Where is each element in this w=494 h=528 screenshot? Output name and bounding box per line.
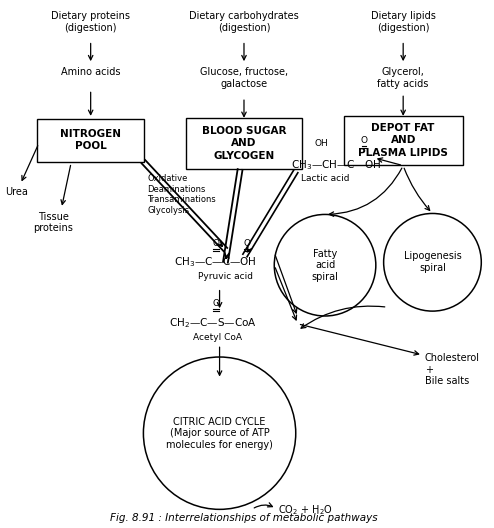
Text: CITRIC ACID CYCLE
(Major source of ATP
molecules for energy): CITRIC ACID CYCLE (Major source of ATP m…: [166, 417, 273, 450]
FancyBboxPatch shape: [186, 118, 302, 168]
Text: Acetyl CoA: Acetyl CoA: [193, 333, 242, 342]
Text: CH$_3$—C—C—OH: CH$_3$—C—C—OH: [174, 256, 256, 269]
Text: O: O: [212, 239, 219, 248]
Text: Cholesterol
+
Bile salts: Cholesterol + Bile salts: [425, 353, 480, 386]
Text: O: O: [244, 239, 250, 248]
FancyBboxPatch shape: [344, 116, 463, 165]
Text: NITROGEN
POOL: NITROGEN POOL: [60, 129, 121, 152]
Text: Glycerol,
fatty acids: Glycerol, fatty acids: [377, 67, 429, 89]
Text: Dietary lipids
(digestion): Dietary lipids (digestion): [370, 11, 436, 33]
Text: Amino acids: Amino acids: [61, 67, 121, 77]
Text: CO$_2$ + H$_2$O: CO$_2$ + H$_2$O: [278, 504, 333, 517]
Text: Dietary proteins
(digestion): Dietary proteins (digestion): [51, 11, 130, 33]
Text: O: O: [212, 299, 219, 308]
FancyBboxPatch shape: [37, 119, 144, 162]
Text: O: O: [361, 136, 368, 145]
Text: Lipogenesis
spiral: Lipogenesis spiral: [404, 251, 461, 273]
Text: OH: OH: [314, 139, 328, 148]
Text: Lactic acid: Lactic acid: [301, 174, 349, 183]
Text: Urea: Urea: [5, 187, 28, 197]
Text: CH$_2$—C—S—CoA: CH$_2$—C—S—CoA: [169, 316, 256, 330]
Text: Pyruvic acid: Pyruvic acid: [198, 272, 253, 281]
Text: Dietary carbohydrates
(digestion): Dietary carbohydrates (digestion): [189, 11, 299, 33]
Text: BLOOD SUGAR
AND
GLYCOGEN: BLOOD SUGAR AND GLYCOGEN: [202, 126, 286, 161]
Text: CH$_3$—CH—C—OH: CH$_3$—CH—C—OH: [291, 158, 381, 172]
Text: Fig. 8.91 : Interrelationships of metabolic pathways: Fig. 8.91 : Interrelationships of metabo…: [110, 513, 378, 523]
Text: Tissue
proteins: Tissue proteins: [34, 212, 74, 233]
Text: Glucose, fructose,
galactose: Glucose, fructose, galactose: [200, 67, 288, 89]
Text: Fatty
acid
spiral: Fatty acid spiral: [312, 249, 338, 282]
Text: Oxidative
Deaminations
Transaminations
Glycolysis: Oxidative Deaminations Transaminations G…: [147, 174, 216, 214]
Text: DEPOT FAT
AND
PLASMA LIPIDS: DEPOT FAT AND PLASMA LIPIDS: [358, 123, 448, 158]
